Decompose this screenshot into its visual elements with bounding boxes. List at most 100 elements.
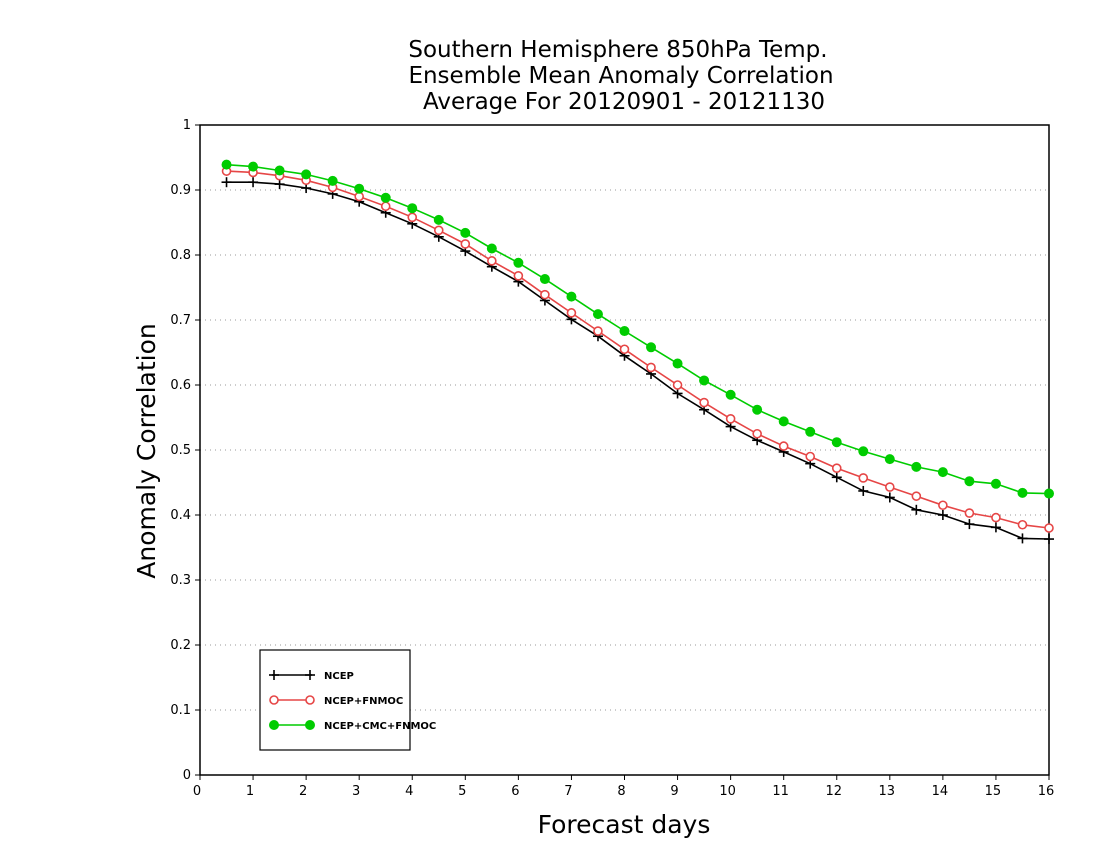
data-point: [221, 177, 232, 188]
data-point: [407, 203, 418, 214]
data-point: [725, 413, 736, 424]
data-point: [672, 388, 683, 399]
legend-marker: [269, 670, 279, 680]
data-series: [221, 159, 1054, 545]
legend-marker: [305, 670, 315, 680]
data-point: [831, 437, 842, 448]
data-point: [858, 473, 869, 483]
series-line: [226, 170, 1050, 529]
data-point: [752, 428, 762, 439]
data-point: [884, 492, 895, 503]
x-tick-label: 5: [458, 784, 466, 799]
y-tick-label: 0.2: [170, 638, 191, 653]
chart-title-line-3: Average For 20120901 - 20121130: [423, 89, 825, 115]
data-point: [433, 225, 444, 236]
data-point: [831, 463, 842, 474]
x-tick-label: 3: [352, 784, 360, 799]
x-tick-label: 13: [879, 784, 896, 799]
y-tick-label: 0.8: [170, 248, 191, 263]
legend-marker: [269, 720, 279, 730]
data-point: [460, 239, 471, 249]
data-point: [513, 257, 524, 268]
data-point: [646, 362, 656, 373]
legend: NCEP NCEP+FNMOC NCEP+CMC+FNMOC: [259, 649, 436, 751]
y-tick-label: 0: [183, 768, 191, 783]
data-point: [911, 504, 922, 515]
data-point: [540, 289, 550, 300]
y-tick-label: 0.3: [170, 573, 191, 588]
x-tick-label: 10: [719, 784, 736, 799]
y-tick-label: 0.4: [170, 508, 191, 523]
data-point: [1017, 519, 1028, 530]
data-point: [460, 227, 471, 238]
data-point: [990, 522, 1001, 533]
data-point: [991, 512, 1001, 523]
data-point: [831, 472, 842, 483]
data-point: [248, 161, 259, 172]
x-tick-label: 4: [405, 784, 413, 799]
legend-marker: [305, 695, 315, 705]
data-point: [1017, 533, 1028, 544]
x-tick-label: 15: [985, 784, 1002, 799]
x-tick-label: 1: [246, 784, 254, 799]
y-tick-label: 0.5: [170, 443, 191, 458]
y-tick-label: 0.9: [170, 183, 191, 198]
legend-label: NCEP+FNMOC: [324, 696, 403, 707]
y-axis-label: Anomaly Correlation: [132, 323, 161, 578]
series-line: [226, 163, 1050, 495]
data-point: [805, 426, 816, 437]
legend-entry: NCEP: [269, 670, 354, 682]
legend-entry: NCEP+FNMOC: [269, 695, 403, 707]
series-ncep-cmc-fnmoc: [221, 159, 1054, 499]
y-tick-label: 0.1: [170, 703, 191, 718]
data-point: [274, 165, 285, 176]
y-tick-label: 1: [183, 118, 191, 133]
data-point: [566, 291, 577, 302]
data-point: [752, 404, 763, 415]
data-point: [911, 461, 922, 472]
x-tick-label: 16: [1038, 784, 1055, 799]
data-point: [221, 159, 232, 170]
data-point: [1044, 488, 1054, 499]
data-point: [354, 183, 365, 194]
data-point: [672, 358, 683, 369]
series-ncep-fnmoc: [221, 166, 1054, 533]
data-point: [884, 454, 895, 465]
data-point: [885, 482, 895, 492]
x-tick-label: 8: [617, 784, 625, 799]
data-point: [619, 344, 630, 355]
data-point: [592, 309, 603, 320]
legend-label: NCEP+CMC+FNMOC: [324, 721, 436, 732]
x-tick-label: 2: [299, 784, 307, 799]
gridlines: [200, 189, 1049, 711]
data-point: [937, 467, 948, 478]
data-point: [380, 192, 391, 203]
data-point: [486, 243, 497, 254]
data-point: [327, 175, 338, 186]
data-point: [858, 485, 869, 496]
data-point: [433, 214, 444, 225]
data-point: [1044, 523, 1054, 533]
data-point: [380, 201, 391, 212]
data-point: [911, 491, 922, 501]
data-point: [964, 519, 975, 530]
data-point: [301, 169, 312, 180]
data-point: [274, 179, 285, 190]
data-point: [778, 441, 789, 451]
data-point: [672, 380, 683, 390]
legend-marker: [305, 720, 315, 730]
axes: 00.10.20.30.40.50.60.70.80.910 1 2 3 4 5 6 7 8 9 1…: [170, 118, 1054, 799]
x-tick-label: 7: [564, 784, 572, 799]
data-point: [964, 476, 975, 487]
x-tick-label: 0: [193, 784, 201, 799]
series-ncep: [221, 177, 1054, 545]
series-line: [226, 181, 1050, 540]
x-tick-label: 12: [825, 784, 842, 799]
data-point: [619, 326, 630, 337]
data-point: [725, 389, 736, 400]
data-point: [593, 326, 603, 336]
data-point: [487, 256, 497, 266]
data-point: [778, 416, 789, 427]
